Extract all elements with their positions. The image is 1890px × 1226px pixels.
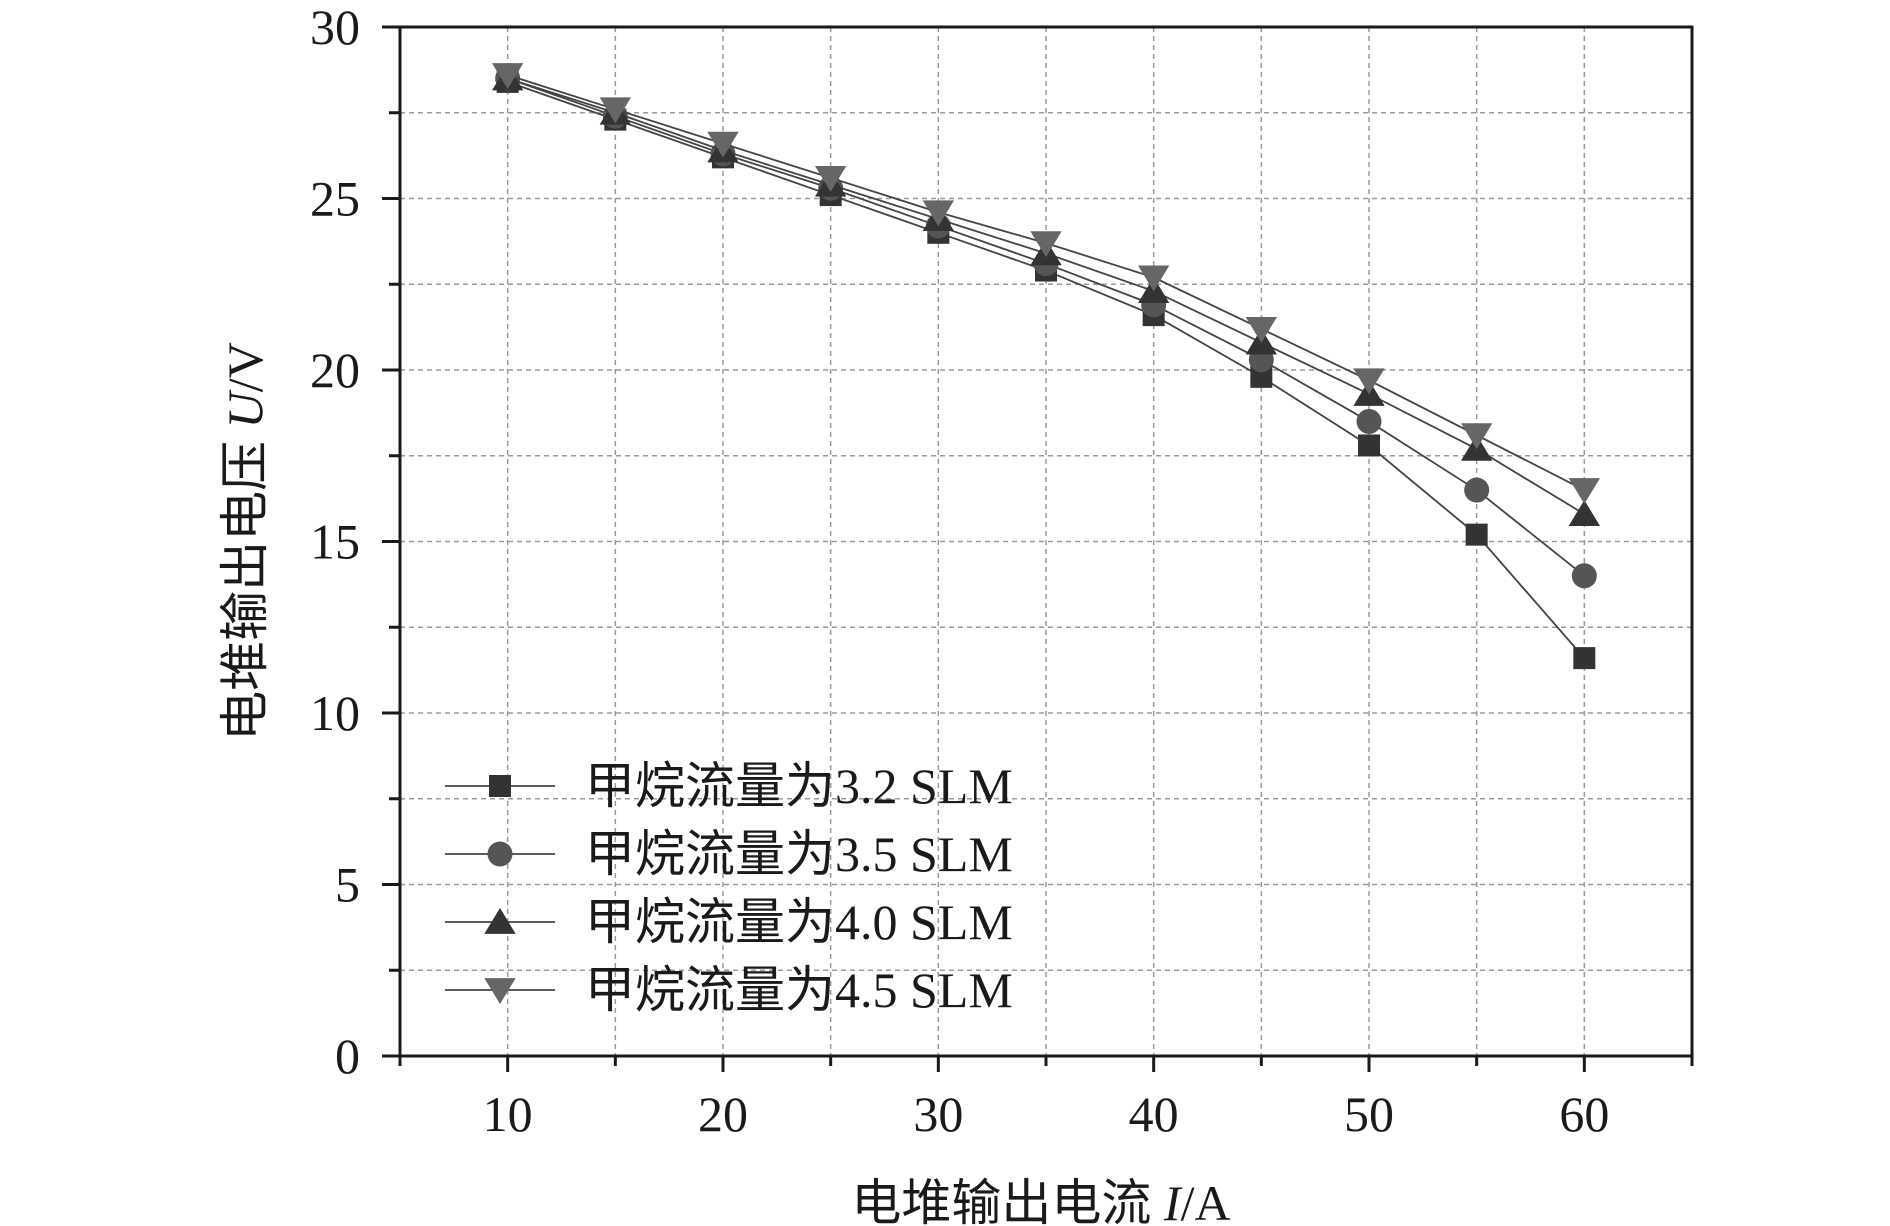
series-layer: [491, 63, 1601, 670]
y-tick-label: 10: [310, 685, 360, 741]
x-tick-label: 30: [913, 1086, 963, 1142]
axes: 10 20 30 40 50 60 0 5 10 15 20 25 30: [310, 0, 1694, 1142]
data-point: [1356, 408, 1382, 434]
legend-marker: [484, 978, 516, 1004]
legend-marker: [487, 841, 513, 867]
data-point: [1353, 368, 1385, 395]
x-tick-label: 10: [483, 1086, 533, 1142]
data-point: [1465, 523, 1488, 546]
x-axis-title-unit: /A: [1181, 1175, 1231, 1226]
y-tick-label: 15: [310, 514, 360, 570]
legend-label: 甲烷流量为4.5 SLM: [585, 962, 1013, 1018]
data-point: [1250, 365, 1273, 388]
data-point: [1464, 477, 1490, 503]
data-point: [491, 63, 524, 90]
series-line: [507, 77, 1585, 515]
legend-marker: [489, 775, 511, 797]
data-point: [1568, 500, 1601, 526]
legend-label: 甲烷流量为3.2 SLM: [585, 758, 1013, 814]
legend-item: 甲烷流量为4.5 SLM: [445, 962, 1013, 1018]
y-tick-label: 0: [335, 1028, 360, 1084]
x-tick-label: 40: [1129, 1086, 1179, 1142]
data-point: [1573, 647, 1596, 670]
y-axis-title-text: 电堆输出电压: [217, 428, 273, 741]
data-point: [599, 97, 632, 124]
y-axis-title-symbol: U: [217, 389, 273, 428]
y-tick-label: 25: [310, 171, 360, 227]
legend: 甲烷流量为3.2 SLM 甲烷流量为3.5 SLM 甲烷流量为4.0 SLM 甲烷流量…: [445, 758, 1013, 1018]
x-tick-label: 50: [1344, 1086, 1394, 1142]
data-point: [1568, 478, 1601, 505]
data-point: [1137, 265, 1170, 292]
series-4: [491, 63, 1601, 505]
data-point: [707, 131, 739, 158]
data-point: [1460, 423, 1493, 450]
data-point: [1571, 563, 1597, 589]
grid: [400, 27, 1692, 1056]
data-point: [1245, 316, 1278, 343]
legend-marker: [484, 908, 516, 934]
data-point: [1030, 231, 1062, 258]
y-axis-title: 电堆输出电压 U/V: [217, 342, 273, 741]
data-point: [922, 200, 955, 227]
legend-item: 甲烷流量为3.5 SLM: [445, 826, 1013, 882]
x-axis-title-text: 电堆输出电流: [851, 1175, 1164, 1226]
y-tick-label: 20: [310, 342, 360, 398]
y-tick-label: 30: [310, 0, 360, 55]
y-axis-title-unit: /V: [217, 342, 273, 392]
data-point: [814, 166, 847, 192]
y-tick-label: 5: [335, 857, 360, 913]
legend-item: 甲烷流量为4.0 SLM: [445, 894, 1013, 950]
x-tick-label: 60: [1559, 1086, 1609, 1142]
x-tick-label: 20: [698, 1086, 748, 1142]
x-axis-title-symbol: I: [1163, 1175, 1183, 1226]
data-point: [1358, 434, 1380, 457]
legend-label: 甲烷流量为3.5 SLM: [585, 826, 1013, 882]
legend-item: 甲烷流量为3.2 SLM: [445, 758, 1013, 814]
legend-label: 甲烷流量为4.0 SLM: [585, 894, 1013, 950]
x-axis-title: 电堆输出电流 I/A: [851, 1175, 1230, 1226]
